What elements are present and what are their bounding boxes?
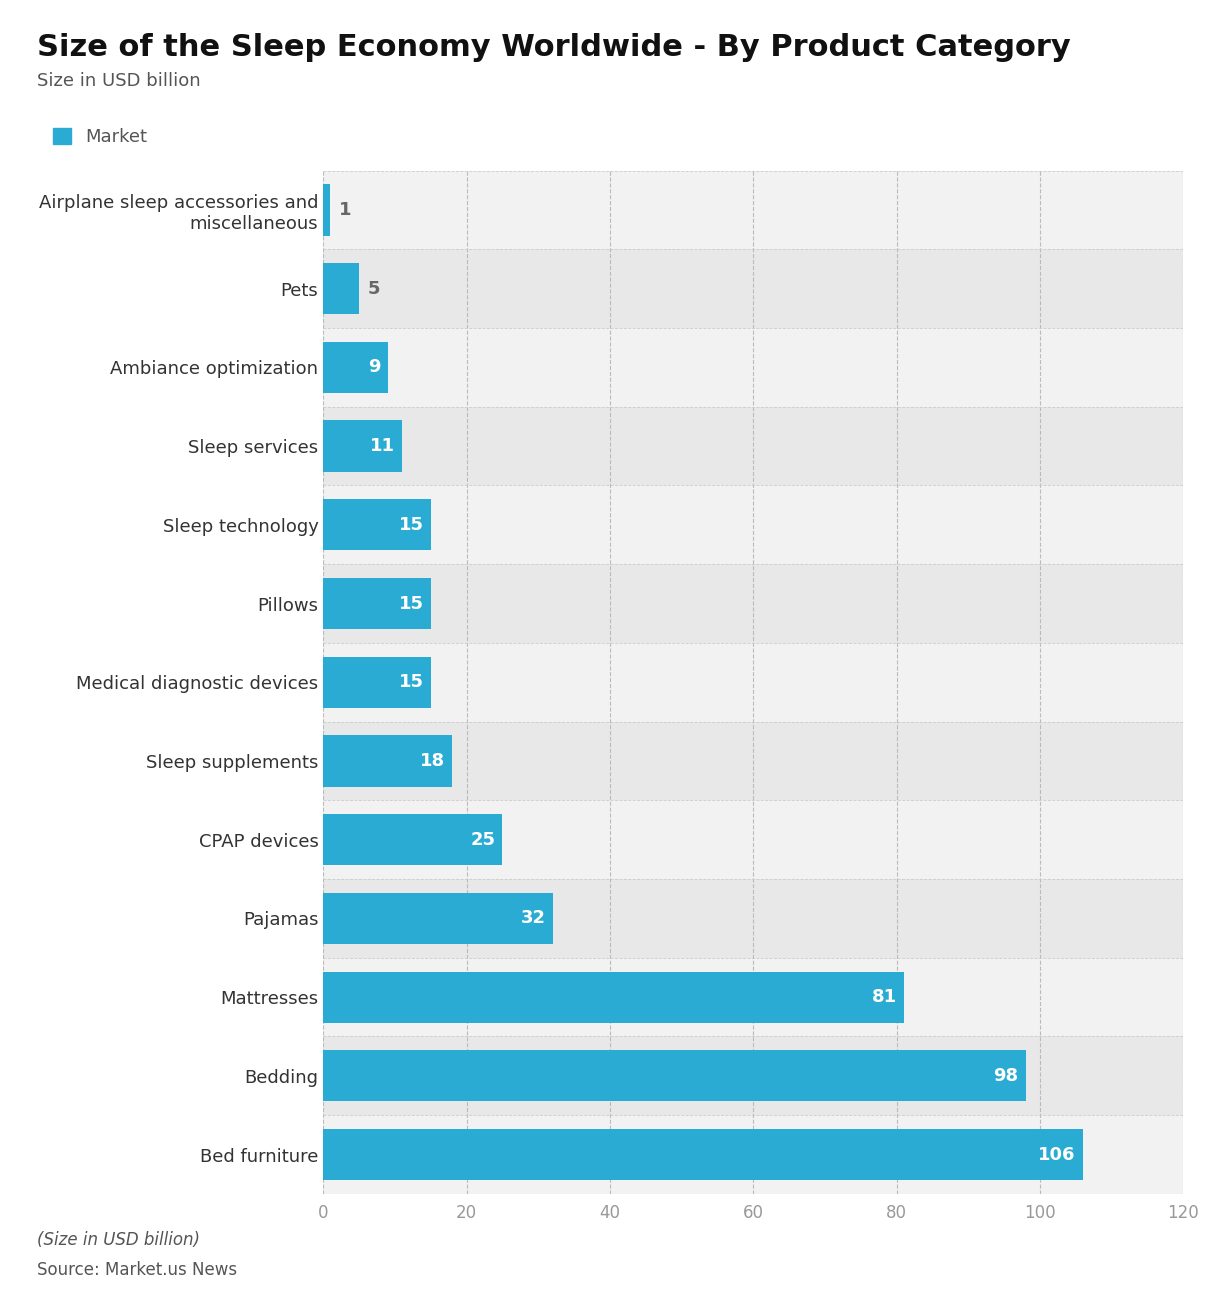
Text: 106: 106 [1038, 1145, 1076, 1164]
Bar [323, 892, 553, 945]
Text: 5: 5 [367, 279, 381, 298]
Bar [323, 341, 388, 392]
Bar [323, 499, 431, 551]
Bar [323, 171, 1183, 249]
Text: 81: 81 [871, 988, 897, 1006]
Bar [323, 1115, 1183, 1194]
Bar [323, 262, 359, 314]
Bar [323, 722, 1183, 800]
Bar [323, 249, 1183, 328]
Bar [323, 420, 403, 471]
Text: Size in USD billion: Size in USD billion [37, 72, 200, 91]
Text: Source: Market.us News: Source: Market.us News [37, 1261, 237, 1279]
Bar [323, 656, 431, 707]
Bar [323, 407, 1183, 485]
Bar [323, 971, 904, 1023]
Bar [323, 735, 453, 786]
Bar [323, 1050, 1026, 1102]
Text: 11: 11 [370, 437, 395, 455]
Text: 15: 15 [399, 516, 423, 534]
Text: 18: 18 [420, 752, 445, 770]
Bar [323, 879, 1183, 958]
Text: 1: 1 [339, 201, 351, 219]
Text: 25: 25 [471, 830, 495, 849]
Text: 32: 32 [521, 909, 545, 928]
Text: 15: 15 [399, 673, 423, 691]
Legend: Market: Market [45, 121, 155, 154]
Bar [323, 813, 503, 866]
Bar [323, 184, 331, 235]
Bar [323, 1128, 1083, 1181]
Text: 98: 98 [993, 1067, 1019, 1085]
Text: 15: 15 [399, 594, 423, 613]
Bar [323, 800, 1183, 879]
Bar [323, 485, 1183, 564]
Text: 9: 9 [368, 358, 381, 377]
Bar [323, 577, 431, 630]
Bar [323, 564, 1183, 643]
Text: Size of the Sleep Economy Worldwide - By Product Category: Size of the Sleep Economy Worldwide - By… [37, 33, 1070, 62]
Bar [323, 643, 1183, 722]
Text: (Size in USD billion): (Size in USD billion) [37, 1231, 200, 1249]
Bar [323, 1036, 1183, 1115]
Bar [323, 328, 1183, 407]
Bar [323, 958, 1183, 1036]
